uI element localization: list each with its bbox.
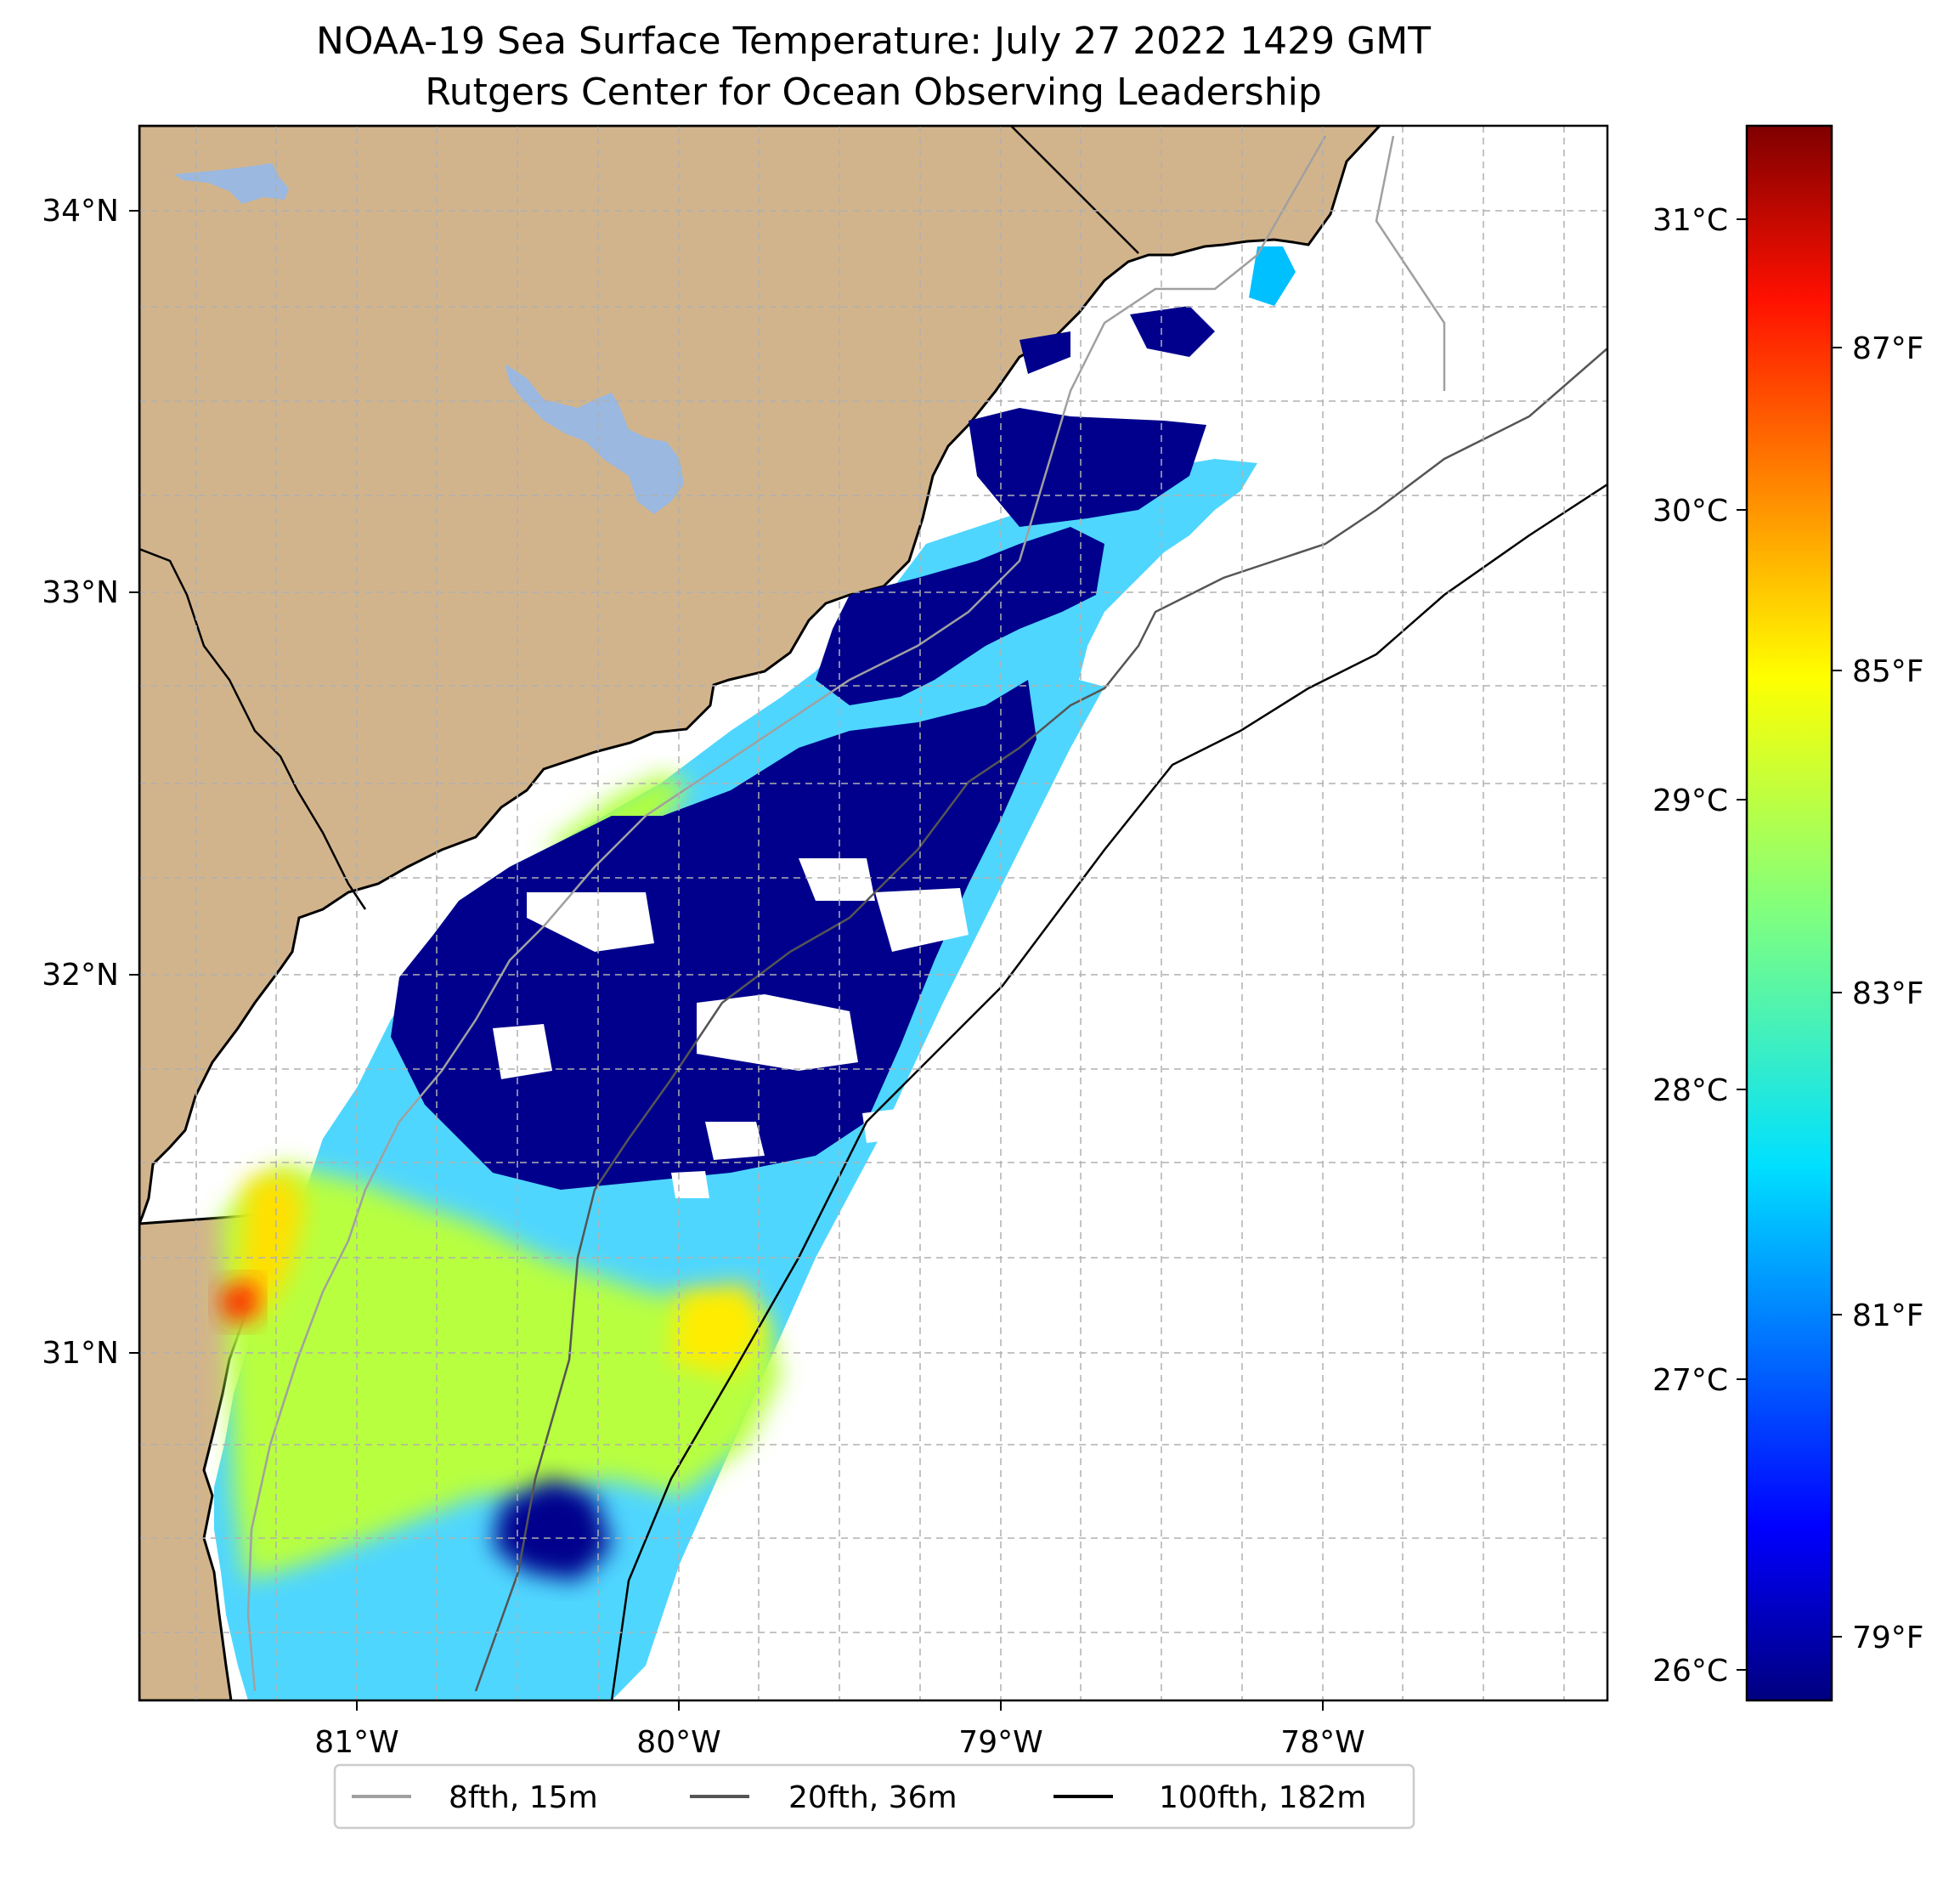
cbar-c-30: 30°C — [1652, 494, 1728, 529]
cbar-f-87: 87°F — [1852, 331, 1924, 366]
lat-label-34: 34°N — [42, 194, 119, 229]
contour-8fth — [246, 135, 1446, 1692]
title-line-2: Rutgers Center for Ocean Observing Leade… — [425, 71, 1322, 114]
sst-warm-band-south — [221, 1164, 782, 1581]
state-border — [139, 126, 1139, 910]
cbar-c-27: 27°C — [1652, 1363, 1728, 1398]
sst-cold-south-patch — [493, 1479, 612, 1581]
contour-20fth — [474, 348, 1607, 1692]
cbar-f-79: 79°F — [1852, 1621, 1924, 1655]
lon-label-81: 81°W — [314, 1725, 398, 1760]
sst-fragment-north-3 — [1130, 306, 1215, 357]
lat-label-33: 33°N — [42, 575, 119, 610]
gridlines — [139, 126, 1607, 1700]
colorbar: 31°C 30°C 29°C 28°C 27°C 26°C 87°F 85°F … — [1652, 124, 1924, 1702]
colorbar-gradient — [1745, 124, 1833, 1702]
land-mass — [139, 126, 1382, 1225]
cbar-c-31: 31°C — [1652, 203, 1728, 238]
cbar-f-83: 83°F — [1852, 976, 1924, 1011]
sst-hot-spot — [217, 1279, 259, 1326]
legend: 8fth, 15m 20fth, 36m 100fth, 182m — [333, 1763, 1415, 1830]
lat-axis — [129, 210, 139, 1354]
lon-label-78: 78°W — [1280, 1725, 1364, 1760]
map-area: 34°N 33°N 32°N 31°N 81°W 80°W 79°W 78°W — [42, 124, 1609, 1760]
lon-label-79: 79°W — [958, 1725, 1042, 1760]
legend-box — [333, 1763, 1415, 1830]
cbar-f-85: 85°F — [1852, 654, 1924, 689]
lat-label-32: 32°N — [42, 958, 119, 993]
sst-fragment-north-1 — [969, 408, 1206, 527]
title-line-1: NOAA-19 Sea Surface Temperature: July 27… — [316, 20, 1431, 63]
sst-fragment-northeast — [1249, 246, 1296, 306]
sst-yellow-patch-2 — [671, 1283, 765, 1377]
cbar-f-81: 81°F — [1852, 1298, 1924, 1333]
contour-100fth — [610, 483, 1607, 1700]
lon-axis — [356, 1700, 1324, 1711]
lon-label-80: 80°W — [636, 1725, 720, 1760]
sst-fragment-north-2 — [1020, 331, 1070, 374]
cbar-c-26: 26°C — [1652, 1654, 1728, 1689]
legend-label-8fth: 8fth, 15m — [449, 1780, 598, 1815]
legend-label-100fth: 100fth, 182m — [1159, 1780, 1366, 1815]
cbar-c-28: 28°C — [1652, 1073, 1728, 1108]
lake-marion — [174, 163, 289, 204]
sst-cold-region — [391, 680, 1036, 1190]
legend-label-20fth: 20fth, 36m — [788, 1780, 957, 1815]
cbar-c-29: 29°C — [1652, 784, 1728, 818]
lat-label-31: 31°N — [42, 1336, 119, 1371]
map-frame — [138, 124, 1609, 1702]
